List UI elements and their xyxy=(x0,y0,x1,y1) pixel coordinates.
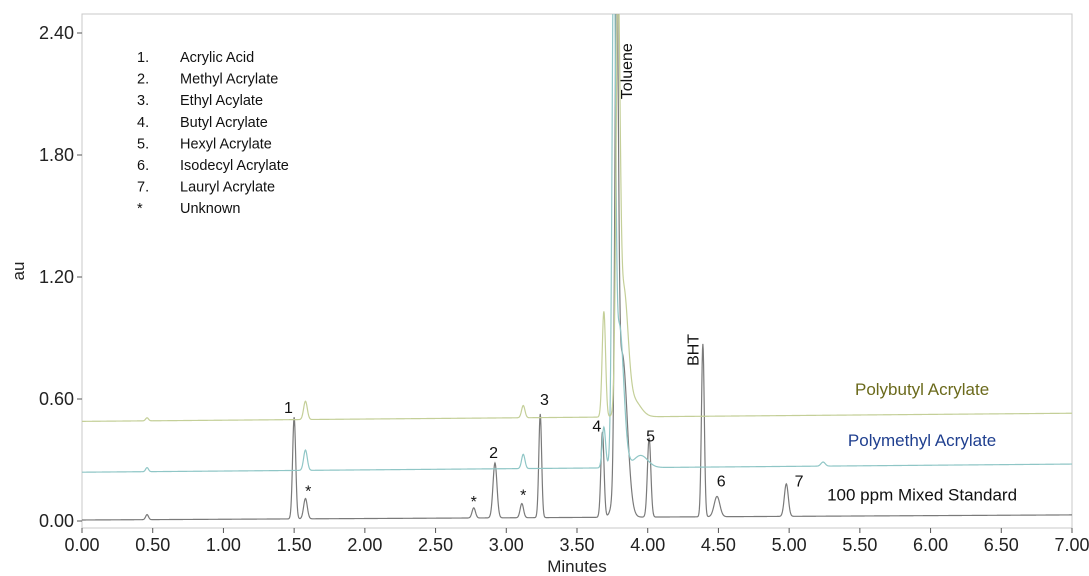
x-tick-label: 5.00 xyxy=(772,535,807,555)
x-tick-label: 2.00 xyxy=(347,535,382,555)
peak-number-label: 5 xyxy=(646,429,655,446)
x-tick-label: 5.50 xyxy=(842,535,877,555)
x-axis-title: Minutes xyxy=(547,557,607,576)
legend-item-number: 3. xyxy=(137,93,149,109)
legend-item-number: 2. xyxy=(137,72,149,88)
legend-item-number: 6. xyxy=(137,158,149,174)
y-tick-label: 0.60 xyxy=(39,389,74,409)
legend-item-name: Isodecyl Acrylate xyxy=(180,158,289,174)
peak-number-label: 6 xyxy=(717,473,726,490)
y-tick-label: 0.00 xyxy=(39,511,74,531)
y-axis: 0.00 0.60 1.20 1.80 2.40 xyxy=(39,23,82,531)
legend: 1. Acrylic Acid 2. Methyl Acrylate 3. Ethyl A… xyxy=(137,50,289,217)
x-tick-label: 3.00 xyxy=(489,535,524,555)
unknown-peak-marker: * xyxy=(471,494,477,511)
series-name-label: 100 ppm Mixed Standard xyxy=(827,486,1017,505)
x-tick-label: 1.50 xyxy=(277,535,312,555)
legend-item-name: Ethyl Acylate xyxy=(180,93,263,109)
legend-item-number: 7. xyxy=(137,180,149,196)
series-labels: Polybutyl Acrylate Polymethyl Acrylate 100… xyxy=(827,380,1017,505)
y-tick-label: 2.40 xyxy=(39,23,74,43)
peak-labels: 1 * 2 * * 3 4 5 6 7 Toluene BHT xyxy=(284,43,804,511)
chromatogram-traces xyxy=(82,14,1072,521)
x-tick-label: 6.00 xyxy=(913,535,948,555)
x-tick-label: 1.00 xyxy=(206,535,241,555)
peak-number-label: 1 xyxy=(284,400,293,417)
x-tick-label: 7.00 xyxy=(1054,535,1089,555)
legend-item-name: Hexyl Acrylate xyxy=(180,136,272,152)
legend-item-name: Butyl Acrylate xyxy=(180,115,268,131)
series-trace xyxy=(82,14,1072,521)
peak-number-label: 7 xyxy=(795,473,804,490)
plot-frame xyxy=(81,13,1073,529)
x-tick-label: 3.50 xyxy=(559,535,594,555)
series-trace xyxy=(82,14,1072,473)
x-tick-label: 6.50 xyxy=(984,535,1019,555)
peak-number-label: 4 xyxy=(592,419,601,436)
legend-item-number: 1. xyxy=(137,50,149,66)
x-tick-label: 4.50 xyxy=(701,535,736,555)
y-axis-title: au xyxy=(9,262,28,281)
legend-item-number: 4. xyxy=(137,115,149,131)
unknown-peak-marker: * xyxy=(305,484,311,501)
peak-number-label: 3 xyxy=(540,392,549,409)
legend-item-name: Lauryl Acrylate xyxy=(180,180,275,196)
series-name-label: Polymethyl Acrylate xyxy=(848,431,996,450)
x-tick-label: 2.50 xyxy=(418,535,453,555)
x-tick-label: 0.50 xyxy=(135,535,170,555)
compound-peak-label: BHT xyxy=(686,334,703,366)
legend-item-name: Unknown xyxy=(180,201,240,217)
legend-item-number: * xyxy=(137,201,143,217)
series-name-label: Polybutyl Acrylate xyxy=(855,380,989,399)
peak-number-label: 2 xyxy=(489,445,498,462)
y-tick-label: 1.80 xyxy=(39,145,74,165)
x-tick-label: 4.00 xyxy=(630,535,665,555)
x-tick-label: 0.00 xyxy=(64,535,99,555)
y-tick-label: 1.20 xyxy=(39,267,74,287)
x-axis: 0.00 0.50 1.00 1.50 2.00 2.50 3.00 3.50 4.00 4.50… xyxy=(64,528,1089,555)
unknown-peak-marker: * xyxy=(520,488,526,505)
compound-peak-label: Toluene xyxy=(619,43,636,99)
legend-item-name: Methyl Acrylate xyxy=(180,72,278,88)
series-trace xyxy=(82,14,1072,422)
legend-item-number: 5. xyxy=(137,136,149,152)
legend-item-name: Acrylic Acid xyxy=(180,50,254,66)
plot-border xyxy=(81,13,1073,529)
